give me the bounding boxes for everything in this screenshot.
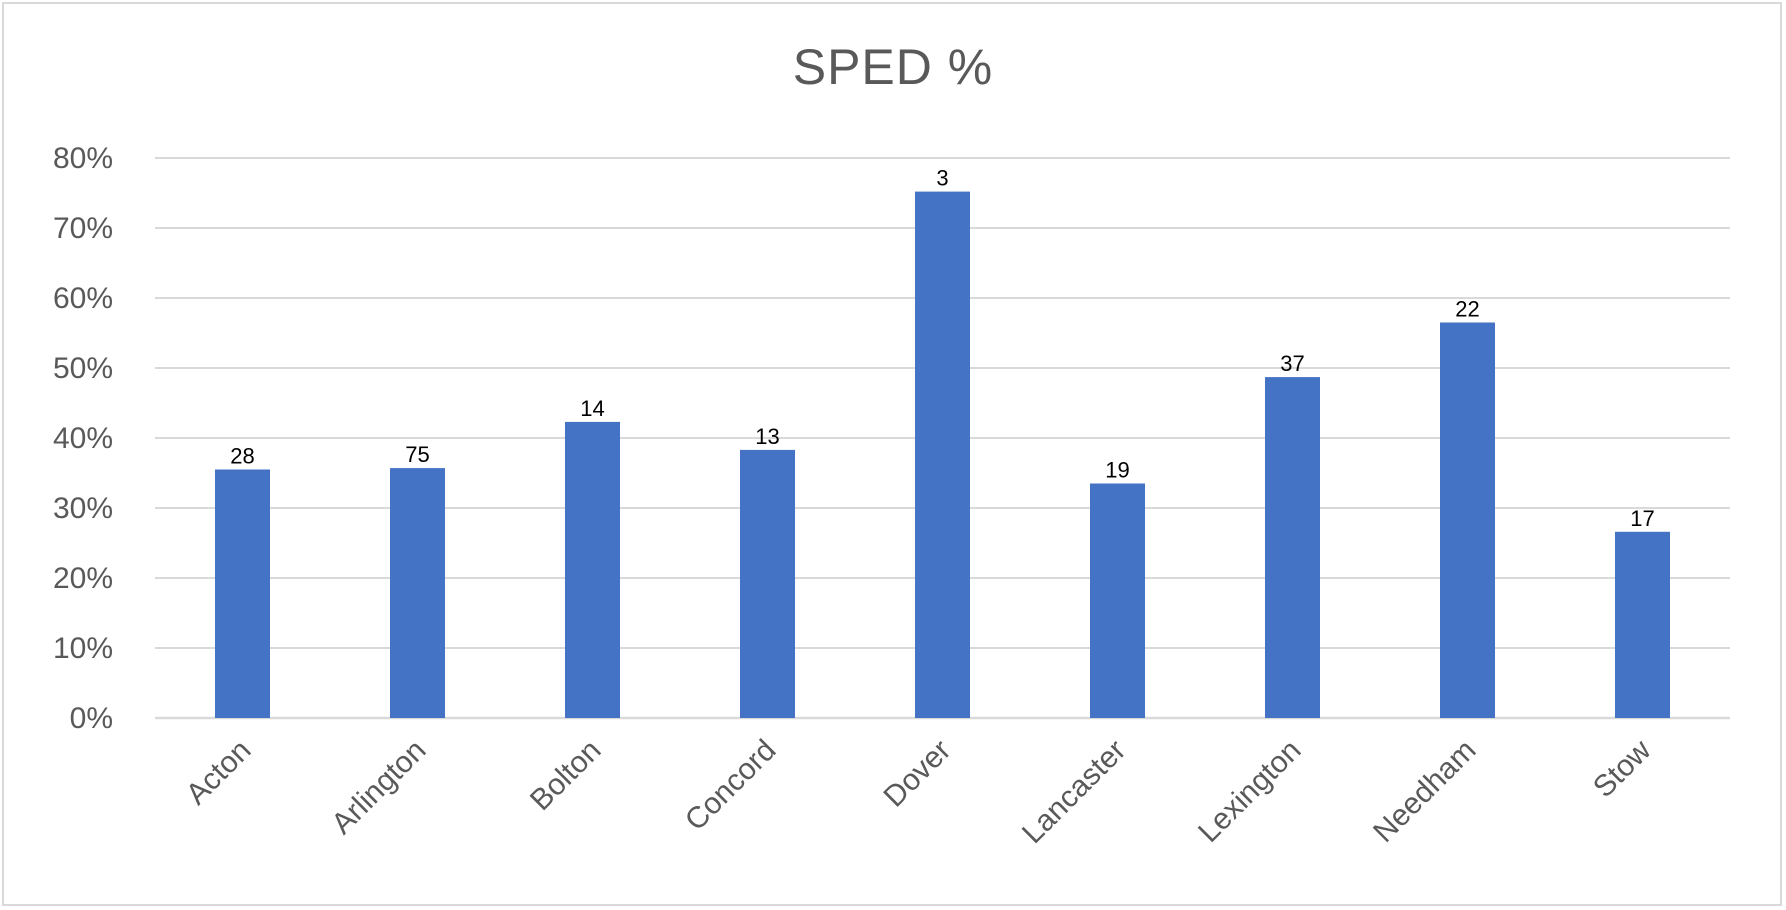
x-category-label: Arlington bbox=[325, 734, 432, 841]
y-tick-label: 10% bbox=[53, 632, 113, 665]
y-tick-label: 50% bbox=[53, 352, 113, 385]
y-tick-label: 30% bbox=[53, 492, 113, 525]
x-category-label: Stow bbox=[1587, 733, 1658, 804]
data-label: 13 bbox=[755, 424, 779, 449]
y-tick-label: 40% bbox=[53, 422, 113, 455]
data-label: 22 bbox=[1455, 297, 1479, 322]
bar-concord bbox=[740, 449, 795, 718]
y-tick-label: 0% bbox=[70, 702, 113, 735]
data-label: 17 bbox=[1630, 506, 1654, 531]
x-category-label: Needham bbox=[1367, 734, 1482, 849]
y-axis-tick-labels: 0% 10% 20% 30% 40% 50% 60% 70% 80% bbox=[53, 142, 113, 735]
bar-bolton bbox=[565, 421, 620, 718]
x-category-label: Concord bbox=[679, 734, 783, 838]
data-label: 14 bbox=[580, 396, 604, 421]
data-label: 28 bbox=[230, 444, 254, 469]
chart-title: SPED % bbox=[792, 39, 994, 95]
x-category-label: Lancaster bbox=[1016, 734, 1133, 851]
y-tick-label: 70% bbox=[53, 212, 113, 245]
data-label: 3 bbox=[936, 166, 948, 191]
bar-acton bbox=[215, 469, 270, 718]
x-category-label: Acton bbox=[180, 734, 258, 812]
data-label: 75 bbox=[405, 442, 429, 467]
data-label: 37 bbox=[1280, 351, 1304, 376]
bar-arlington bbox=[390, 468, 445, 718]
y-tick-label: 80% bbox=[53, 142, 113, 175]
data-labels: 28 75 14 13 3 19 37 22 17 bbox=[230, 166, 1654, 531]
x-category-label: Lexington bbox=[1192, 734, 1307, 849]
bar-dover bbox=[915, 191, 970, 719]
bars bbox=[215, 191, 1670, 719]
bar-needham bbox=[1440, 322, 1495, 718]
y-tick-label: 20% bbox=[53, 562, 113, 595]
x-category-label: Dover bbox=[878, 734, 958, 814]
y-tick-label: 60% bbox=[53, 282, 113, 315]
data-label: 19 bbox=[1105, 458, 1129, 483]
x-axis-category-labels: Acton Arlington Bolton Concord Dover Lancaste… bbox=[180, 733, 1658, 850]
x-category-label: Bolton bbox=[524, 734, 607, 817]
bar-stow bbox=[1615, 531, 1670, 718]
bar-lexington bbox=[1265, 377, 1320, 718]
bar-lancaster bbox=[1090, 483, 1145, 718]
